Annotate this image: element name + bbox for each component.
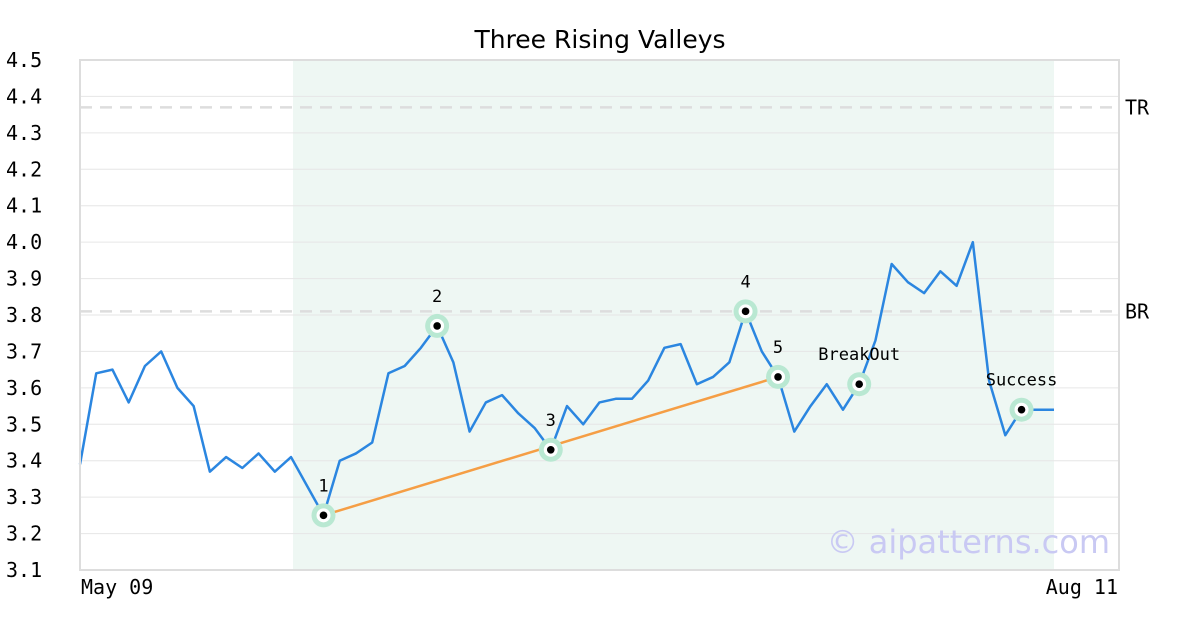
watermark: © aipatterns.com: [827, 523, 1110, 561]
marker-dot-breakout: [855, 380, 863, 389]
point-label-2: 2: [432, 287, 442, 307]
y-axis-ticks: 3.1 3.2 3.3 3.4 3.5 3.6 3.7 3.8 3.9 4.0 4.1 4.2 4.3 4…: [6, 48, 42, 582]
marker-dot-5: [774, 373, 782, 381]
y-tick-label: 4.2: [6, 157, 42, 181]
point-label-1: 1: [318, 476, 328, 496]
gridlines: [80, 59, 1119, 571]
marker-dot-4: [741, 307, 750, 316]
y-tick-label: 3.4: [6, 449, 42, 473]
y-tick-label: 4.0: [6, 230, 42, 254]
plot-frame: [79, 59, 1120, 571]
y-tick-label: 3.9: [6, 267, 42, 291]
marker-dot-2: [433, 322, 441, 330]
y-tick-label: 3.8: [6, 303, 42, 327]
point-label-4: 4: [740, 272, 750, 292]
point-label-breakout: BreakOut: [818, 345, 900, 365]
point-label-success: Success: [986, 371, 1058, 391]
y-tick-label: 4.3: [6, 121, 42, 145]
y-tick-label: 4.4: [6, 84, 42, 108]
reference-label-tr: TR: [1125, 95, 1150, 119]
price-line: [78, 240, 1054, 517]
y-tick-label: 3.3: [6, 485, 42, 509]
marker-dot-3: [546, 445, 555, 454]
y-tick-label: 3.1: [6, 558, 42, 582]
y-tick-label: 3.5: [6, 412, 42, 436]
y-tick-label: 4.1: [6, 194, 42, 218]
reference-label-br: BR: [1125, 299, 1150, 323]
point-label-3: 3: [546, 411, 556, 431]
y-tick-label: 4.5: [6, 48, 42, 72]
marker-dot-success: [1017, 405, 1026, 414]
reference-lines: TR BR: [80, 95, 1150, 323]
y-tick-label: 3.7: [6, 339, 42, 363]
y-tick-label: 3.6: [6, 376, 42, 400]
pattern-points: 1 2 3 4 5 BreakOut Success: [311, 272, 1058, 528]
x-tick-start: May 09: [81, 575, 153, 599]
y-tick-label: 3.2: [6, 522, 42, 546]
chart-title: Three Rising Valleys: [473, 25, 725, 54]
x-tick-end: Aug 11: [1046, 575, 1118, 599]
marker-dot-1: [319, 511, 328, 520]
point-label-5: 5: [773, 338, 783, 358]
